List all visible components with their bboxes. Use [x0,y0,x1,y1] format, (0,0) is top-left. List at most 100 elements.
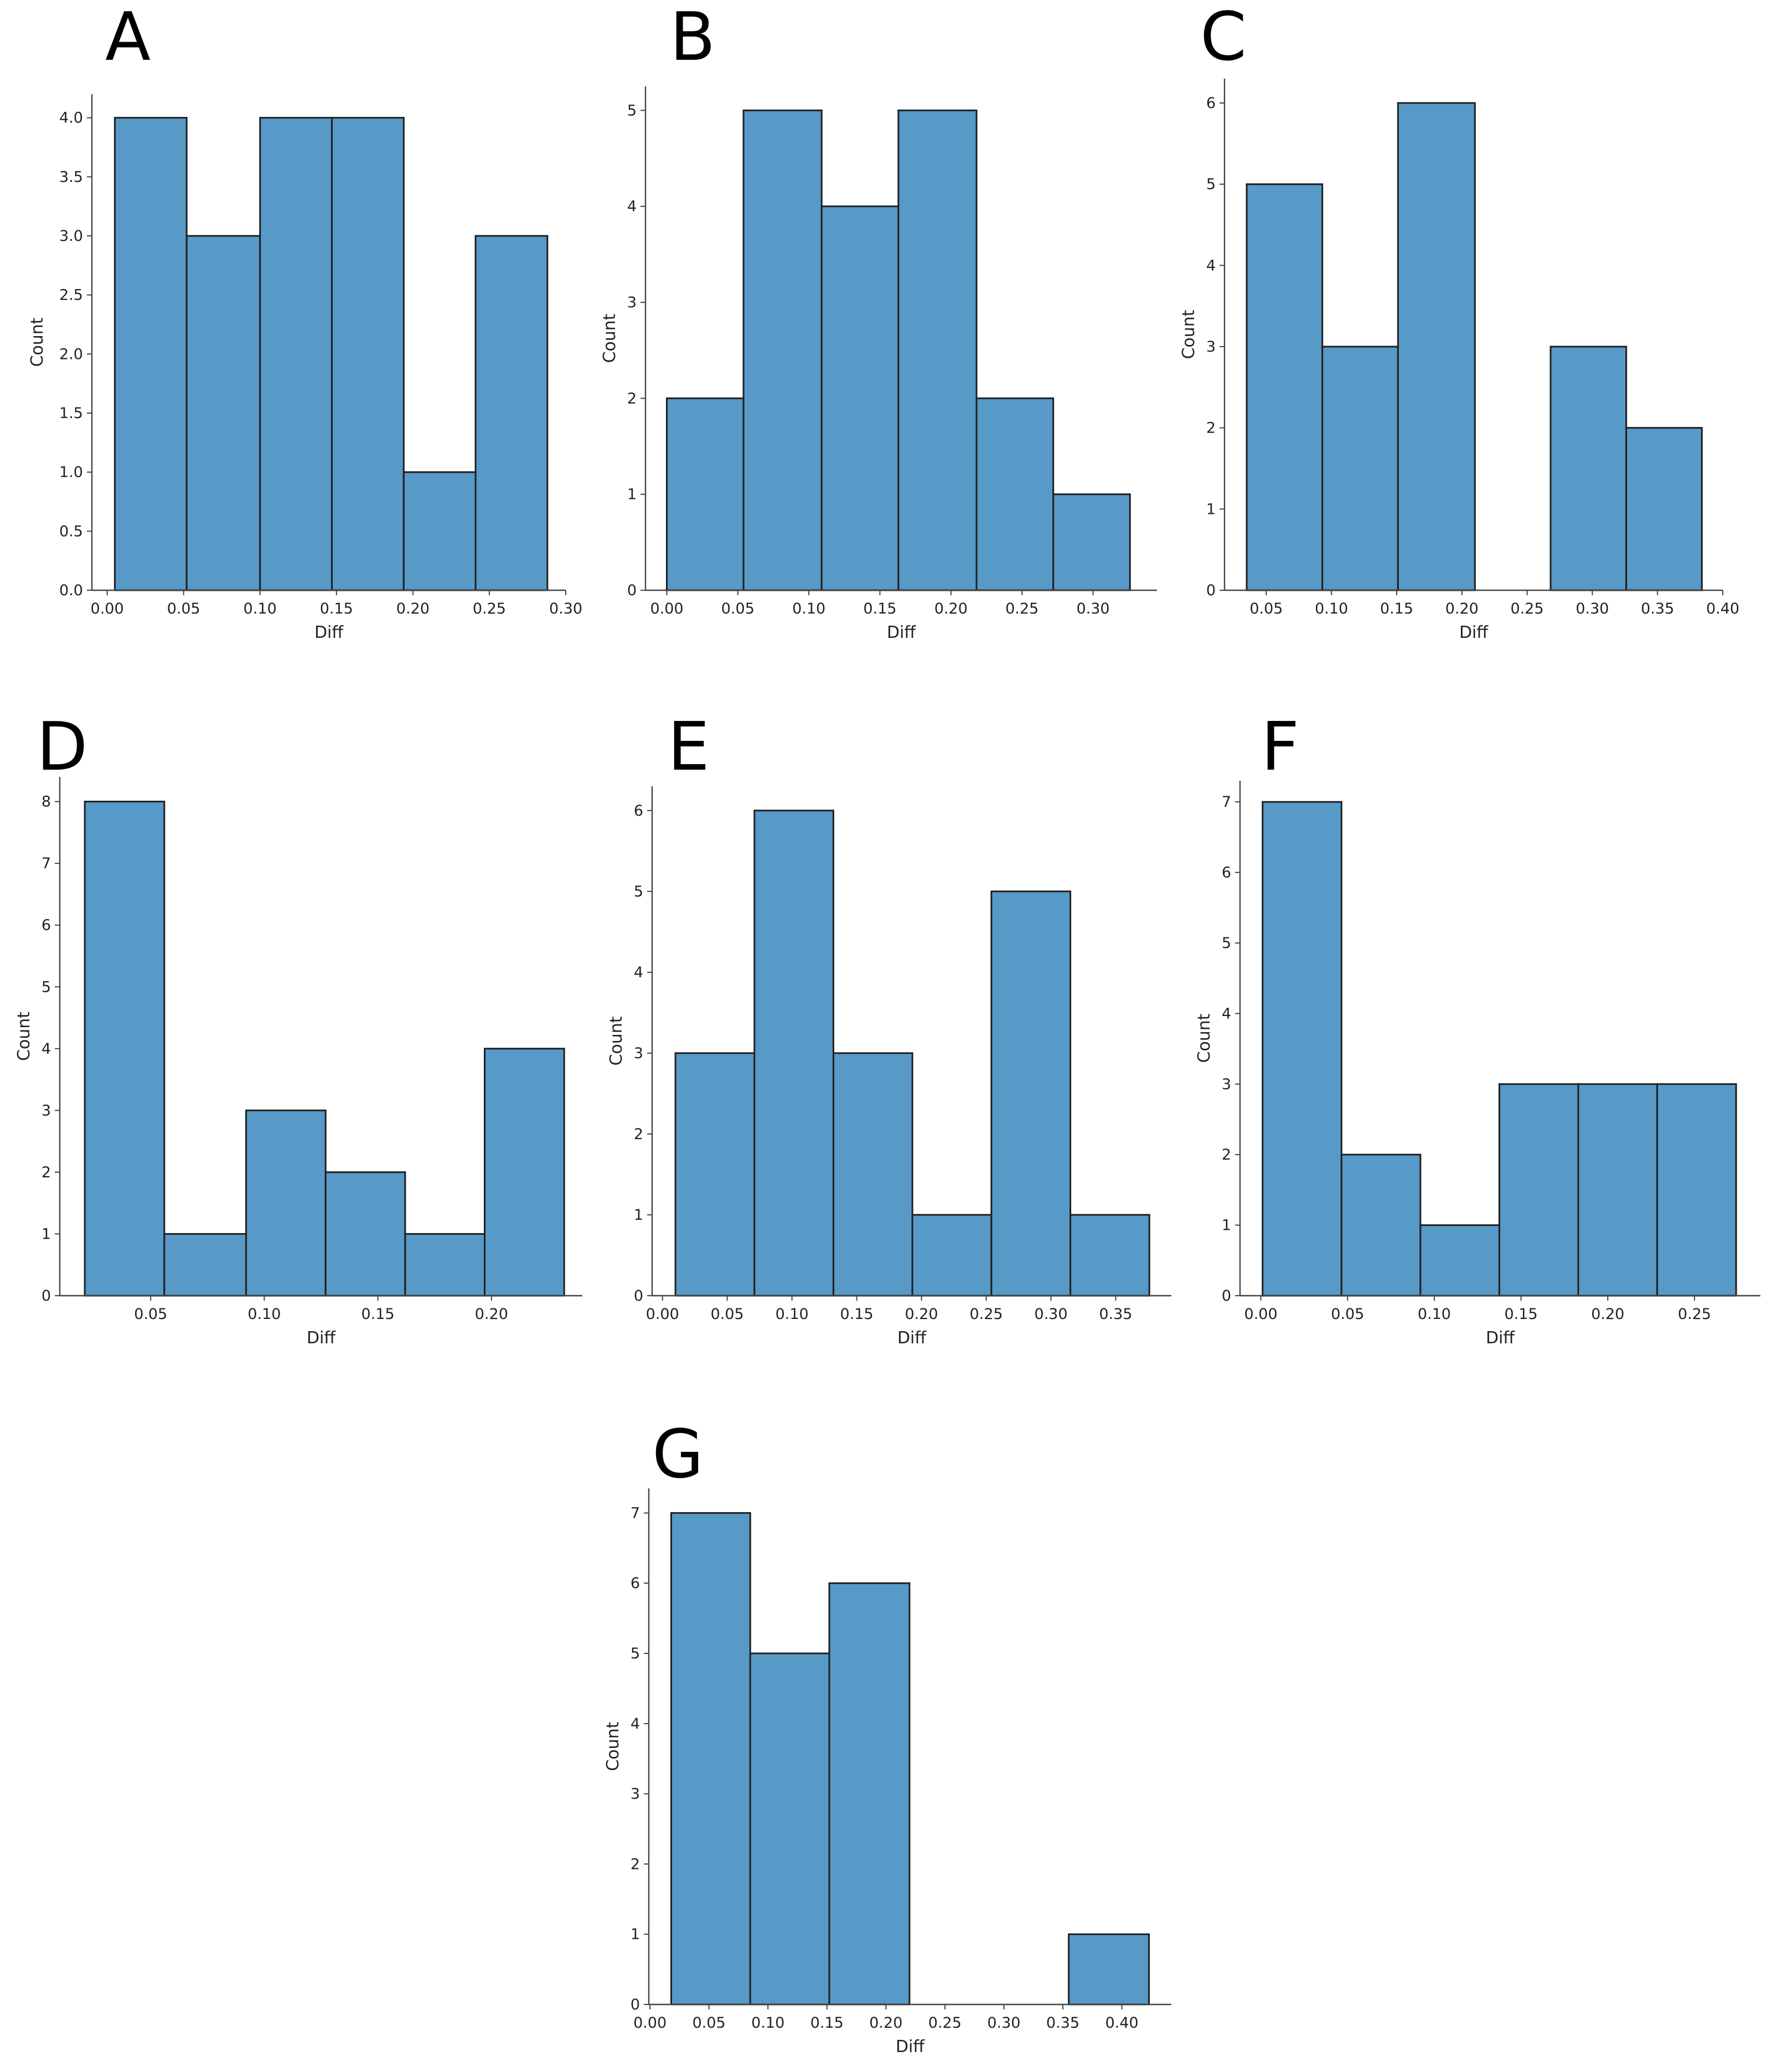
y-tick-label-e: 5 [634,883,643,900]
y-tick-label-b: 0 [627,582,637,599]
x-tick-label-f: 0.20 [1591,1306,1624,1323]
y-tick-label-b: 2 [627,390,637,407]
y-tick-label-f: 1 [1222,1217,1231,1234]
bar-e-4 [911,1214,993,1297]
x-tick-label-a: 0.05 [167,600,200,617]
bar-f-3 [1419,1224,1500,1297]
bar-c-3 [1397,102,1476,591]
y-tick-label-a: 4.0 [59,110,83,127]
y-tick-label-f: 0 [1222,1287,1231,1305]
y-tick-label-g: 2 [631,1855,640,1873]
bar-d-3 [245,1109,327,1297]
histogram-panel-a: A 0.00 0.05 0.10 0.15 0.20 0.25 0.30 0.0 0.5 1.0 1.… [28,0,582,642]
y-tick-label-g: 5 [631,1645,640,1662]
y-tick-label-f: 4 [1222,1005,1231,1022]
y-axis-title-a: Count [28,317,47,367]
bar-b-6 [1052,493,1131,591]
y-tick-label-g: 3 [631,1786,640,1803]
bar-a-1 [113,117,188,591]
x-tick-label-d: 0.15 [361,1306,395,1323]
x-axis-title-c: Diff [1459,623,1489,642]
x-tick-label-c: 0.20 [1445,600,1479,617]
y-tick-label-b: 3 [627,294,637,311]
bar-g-3 [828,1582,911,2006]
panel-letter-e: E [668,709,710,786]
panel-letter-a: A [105,0,151,76]
x-axis-title-g: Diff [896,2037,925,2056]
y-axis-title-c: Count [1179,310,1199,359]
y-tick-label-c: 0 [1206,582,1216,599]
x-tick-label-d: 0.05 [134,1306,167,1323]
y-tick-label-c: 4 [1206,257,1216,274]
panel-letter-f: F [1261,709,1299,786]
histogram-panel-e: E 0.00 0.05 0.10 0.15 0.20 0.25 0.30 0.35 0 1 2 3 4 5 6… [607,709,1171,1348]
bar-a-4 [331,117,405,591]
y-tick-label-a: 1.5 [59,405,83,422]
bar-g-1 [670,1512,751,2006]
x-tick-label-c: 0.05 [1249,600,1283,617]
y-tick-label-e: 4 [634,964,643,981]
x-tick-label-b: 0.20 [934,600,968,617]
y-tick-label-d: 5 [42,978,51,996]
bar-g-6 [1068,1933,1150,2006]
y-tick-label-c: 6 [1206,95,1216,112]
x-tick-label-d: 0.20 [475,1306,508,1323]
y-tick-label-e: 3 [634,1045,643,1062]
x-tick-label-e: 0.05 [711,1306,744,1323]
bar-a-2 [185,235,261,591]
x-tick-label-a: 0.15 [320,600,353,617]
y-tick-label-g: 7 [631,1504,640,1522]
bar-f-5 [1577,1083,1659,1297]
y-tick-label-a: 3.5 [59,168,83,185]
x-tick-label-e: 0.00 [646,1306,679,1323]
bar-c-6 [1625,427,1703,591]
bar-f-1 [1262,801,1342,1297]
y-tick-label-e: 6 [634,802,643,819]
histogram-panel-d: D 0.05 0.10 0.15 0.20 0 1 2 3 4 5 6 7 8 Diff Count [14,709,582,1348]
bar-g-2 [749,1652,830,2006]
y-tick-label-f: 7 [1222,793,1231,811]
y-tick-label-d: 0 [42,1287,51,1305]
bar-d-5 [404,1233,486,1297]
bar-d-4 [324,1171,406,1297]
x-tick-label-b: 0.30 [1076,600,1109,617]
y-tick-label-g: 1 [631,1926,640,1943]
x-tick-label-c: 0.40 [1706,600,1739,617]
y-tick-label-f: 5 [1222,935,1231,952]
x-tick-label-a: 0.20 [396,600,430,617]
x-tick-label-f: 0.00 [1244,1306,1278,1323]
x-tick-label-g: 0.30 [987,2014,1020,2032]
x-tick-label-g: 0.00 [633,2014,667,2032]
x-tick-label-b: 0.10 [792,600,825,617]
x-axis-title-e: Diff [897,1328,927,1348]
bar-c-5 [1549,346,1628,591]
x-tick-label-a: 0.10 [244,600,277,617]
x-tick-label-c: 0.15 [1380,600,1413,617]
x-tick-label-e: 0.35 [1099,1306,1132,1323]
bar-d-1 [84,801,166,1297]
x-tick-label-b: 0.15 [863,600,896,617]
bar-f-2 [1340,1153,1422,1297]
y-tick-label-f: 2 [1222,1146,1231,1163]
y-axis-title-g: Count [603,1721,623,1771]
x-axis-title-a: Diff [314,623,344,642]
x-tick-label-c: 0.35 [1641,600,1674,617]
y-axis-title-f: Count [1195,1013,1214,1063]
histogram-panel-f: F 0.00 0.05 0.10 0.15 0.20 0.25 0 1 2 3 4 5 6 7 Diff Cou… [1195,709,1760,1348]
x-tick-label-e: 0.20 [905,1306,938,1323]
panel-letter-b: B [670,0,715,76]
y-tick-label-b: 5 [627,102,637,119]
x-tick-label-c: 0.25 [1511,600,1544,617]
bar-b-2 [742,109,823,591]
histogram-panel-c: C 0.05 0.10 0.15 0.20 0.25 0.30 0.35 0.40 0 1 2 3 4 5 6… [1179,0,1739,642]
y-tick-label-a: 2.0 [59,346,83,363]
y-tick-label-e: 2 [634,1126,643,1143]
y-tick-label-e: 1 [634,1207,643,1224]
histogram-panel-b: B 0.00 0.05 0.10 0.15 0.20 0.25 0.30 0 1 2 3 4 5 Diff C… [600,0,1157,642]
x-tick-label-e: 0.10 [776,1306,809,1323]
bar-a-5 [402,471,477,591]
bar-d-6 [484,1048,565,1297]
x-tick-label-f: 0.05 [1331,1306,1364,1323]
bar-e-1 [674,1052,756,1297]
y-tick-label-f: 6 [1222,864,1231,882]
